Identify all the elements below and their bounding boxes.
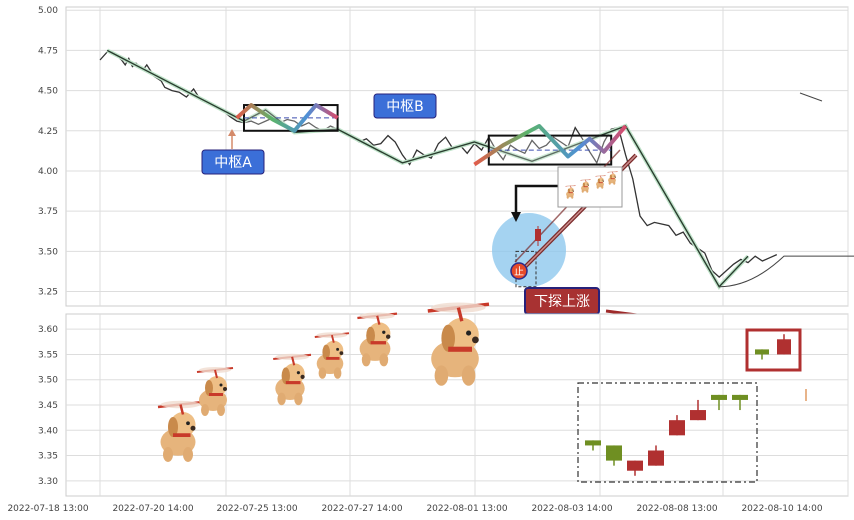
candle-body xyxy=(711,394,727,400)
bottom-y-tick-labels: 3.60 3.55 3.50 3.45 3.40 3.35 3.30 xyxy=(38,325,58,487)
top-y-tick-labels: 5.00 4.75 4.50 4.25 4.00 3.75 3.50 3.25 xyxy=(38,6,58,297)
y-tick-label: 4.50 xyxy=(38,87,58,97)
y-tick-label: 3.75 xyxy=(38,207,58,217)
candle-body xyxy=(627,460,643,471)
candle-body xyxy=(606,445,622,461)
projection-end-tick xyxy=(799,92,823,102)
bracket-arrowhead xyxy=(511,212,521,222)
zhongshu-label: 中枢A xyxy=(214,155,252,171)
annotation-label: 下探上涨 xyxy=(534,294,590,310)
legend-candle-body xyxy=(777,339,791,355)
x-tick-label: 2022-07-18 13:00 xyxy=(7,504,88,514)
x-tick-label: 2022-08-10 14:00 xyxy=(741,504,822,514)
bottom-plot-content xyxy=(156,300,807,483)
zhongshu-label-arrowhead xyxy=(228,129,236,136)
bottom-panel: 3.60 3.55 3.50 3.45 3.40 3.35 3.30 xyxy=(38,300,849,497)
y-tick-label: 4.75 xyxy=(38,46,58,56)
y-tick-label: 3.45 xyxy=(38,401,58,411)
thumbnail-frame xyxy=(557,166,623,208)
x-tick-label: 2022-08-03 14:00 xyxy=(531,504,612,514)
y-tick-label: 3.30 xyxy=(38,477,58,487)
x-tick-label: 2022-07-20 14:00 xyxy=(112,504,193,514)
y-tick-label: 3.50 xyxy=(38,247,58,257)
x-tick-labels: 2022-07-18 13:00 2022-07-20 14:00 2022-07-… xyxy=(7,504,822,514)
candle-body xyxy=(669,420,685,436)
projection-curve xyxy=(719,255,854,288)
top-candle-body xyxy=(535,229,541,241)
y-tick-label: 4.00 xyxy=(38,167,58,177)
zhongshu-label-box xyxy=(201,149,265,175)
x-tick-label: 2022-07-25 13:00 xyxy=(216,504,297,514)
zhongshu-zigzag xyxy=(473,124,628,167)
y-tick-label: 3.40 xyxy=(38,426,58,436)
y-tick-label: 3.60 xyxy=(38,325,58,335)
y-tick-label: 4.25 xyxy=(38,127,58,137)
top-panel: 5.00 4.75 4.50 4.25 4.00 3.75 3.50 3.25 中枢A 中枢B 止… xyxy=(38,6,854,327)
highlight-circle xyxy=(492,213,566,287)
candle-body xyxy=(585,440,601,446)
y-tick-label: 3.25 xyxy=(38,288,58,298)
candle-body xyxy=(732,394,748,400)
y-tick-label: 5.00 xyxy=(38,6,58,16)
legend-candle-box xyxy=(745,328,802,372)
x-tick-label: 2022-07-27 14:00 xyxy=(321,504,402,514)
zhongshu-label-box xyxy=(373,93,437,119)
legend-candle-body xyxy=(755,349,769,355)
x-tick-label: 2022-08-08 13:00 xyxy=(636,504,717,514)
candle-body xyxy=(690,410,706,421)
y-tick-label: 3.35 xyxy=(38,452,58,462)
x-tick-label: 2022-08-01 13:00 xyxy=(426,504,507,514)
top-grid xyxy=(66,7,849,306)
candle-body xyxy=(648,450,664,466)
bracket-arrow xyxy=(514,184,558,216)
zhongshu-zigzag xyxy=(235,103,339,133)
candles-frame xyxy=(577,382,758,483)
y-tick-label: 3.50 xyxy=(38,376,58,386)
zhongshu-label: 中枢B xyxy=(386,99,424,115)
target-marker xyxy=(510,262,528,280)
stroke-line xyxy=(106,49,749,288)
target-marker-label: 止 xyxy=(514,266,524,278)
top-panel-frame xyxy=(65,6,849,307)
y-tick-label: 3.55 xyxy=(38,350,58,360)
